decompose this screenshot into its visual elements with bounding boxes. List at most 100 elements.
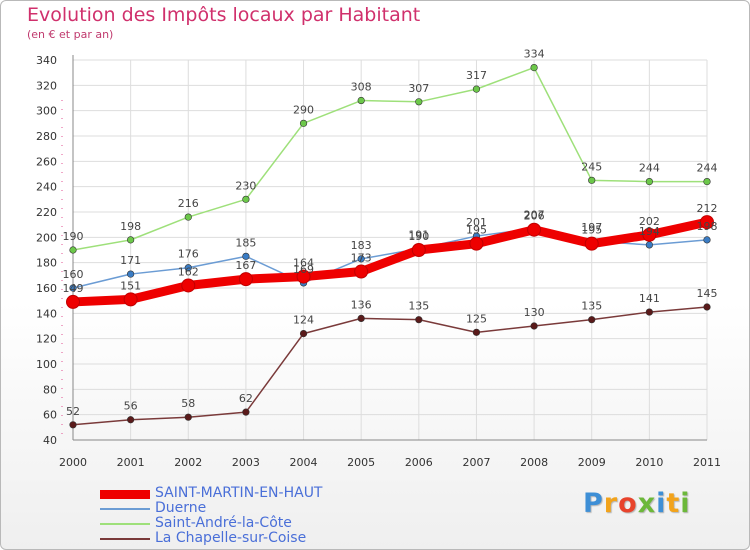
data-point [703,236,711,244]
data-point [296,269,311,284]
data-label: 185 [235,236,256,249]
data-point [238,272,253,287]
data-label: 135 [408,300,429,313]
data-point [642,227,657,242]
data-point [645,308,653,316]
data-point [184,413,192,421]
y-tick-label: 340 [36,54,57,67]
data-label: 164 [293,257,314,270]
data-label: 56 [124,400,138,413]
data-label: 191 [408,229,429,242]
data-point [357,96,365,105]
legend-swatch [100,523,150,525]
data-label: 136 [351,298,372,311]
data-point [411,243,426,257]
series-line-0 [68,217,712,307]
data-point [645,241,653,249]
data-label: 290 [293,103,314,116]
legend-swatch [100,508,150,510]
x-tick-label: 2009 [578,456,606,469]
y-tick-label: 320 [36,79,57,92]
data-label: 62 [239,392,253,405]
data-label: 145 [697,287,718,300]
y-tick-label: 40 [43,434,57,447]
data-point [584,236,599,251]
data-label: 141 [639,292,660,305]
data-point [354,264,369,279]
data-point [588,316,596,324]
y-tick-label: 240 [36,181,57,194]
logo-letter: i [656,488,667,519]
series-line-3 [72,306,708,426]
y-tick-label: 300 [36,105,57,118]
data-label: 198 [120,220,141,233]
data-label: 195 [581,224,602,237]
data-label: 151 [120,279,141,292]
data-point [703,178,711,186]
data-point [469,236,484,251]
y-tick-label: 280 [36,130,57,143]
data-point [69,246,77,254]
data-label: 58 [181,397,195,410]
y-tick-label: 140 [36,307,57,320]
data-point [530,63,538,72]
data-label: 135 [581,300,602,313]
logo-letter: o [618,488,638,519]
data-label: 176 [178,248,199,261]
data-label: 52 [66,405,80,418]
data-point [127,416,135,424]
data-label: 244 [697,162,718,175]
data-label: 183 [351,239,372,252]
data-label: 202 [639,215,660,228]
data-point [527,222,542,237]
y-tick-label: 220 [36,206,57,219]
data-label: 244 [639,162,660,175]
data-label: 130 [524,306,545,319]
logo-letter: P [583,488,604,519]
x-tick-label: 2003 [232,456,260,469]
data-label: 334 [524,48,545,61]
x-tick-label: 2006 [405,456,433,469]
x-tick-label: 2011 [693,456,721,469]
data-point [242,195,250,203]
data-point [184,264,192,272]
data-label: 171 [120,254,141,267]
x-tick-label: 2010 [635,456,663,469]
data-point [645,178,653,186]
logo-letter: x [637,488,657,519]
x-tick-label: 2004 [290,456,318,469]
data-point [299,330,308,338]
data-point [588,176,596,184]
data-label: 230 [235,179,256,192]
chart-subtitle: (en € et par an) [27,28,114,41]
legend-label: La Chapelle-sur-Coise [155,530,307,546]
data-label: 194 [639,225,660,238]
data-label: 201 [466,216,487,229]
data-label: 124 [293,314,314,327]
data-point [415,98,423,106]
data-point [415,316,423,324]
legend-label: Duerne [155,500,207,516]
data-label: 162 [178,265,199,278]
x-tick-label: 2005 [347,456,375,469]
data-label: 190 [408,230,429,243]
data-label: 149 [63,282,84,295]
y-tick-label: 180 [36,257,57,270]
data-point [127,236,135,244]
legend-swatch [100,538,150,540]
data-point [123,292,138,307]
data-label: 125 [466,312,487,325]
data-point [66,294,80,309]
y-tick-label: 260 [36,155,57,168]
data-label: 197 [581,221,602,234]
data-point [69,284,77,292]
series-line-2 [72,66,708,251]
x-tick-label: 2002 [174,456,202,469]
x-tick-label: 2007 [462,456,490,469]
data-label: 195 [466,224,487,237]
data-point [69,421,77,429]
data-point [357,255,365,263]
x-tick-label: 2001 [117,456,145,469]
data-point [472,85,481,93]
